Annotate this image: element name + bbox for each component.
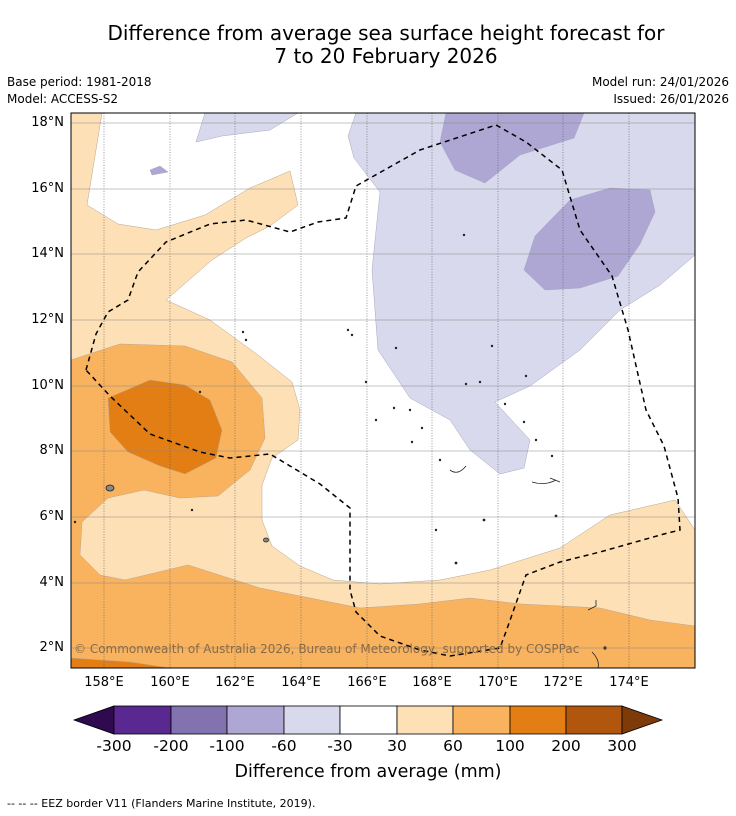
lon-label-172e: 172°E xyxy=(543,675,583,690)
lon-label-174e: 174°E xyxy=(609,675,649,690)
model-name: Model: ACCESS-S2 xyxy=(7,92,119,106)
colorbar-bin-2 xyxy=(170,705,228,735)
colorbar-bin-1 xyxy=(113,705,172,735)
map-panel xyxy=(71,113,695,668)
lon-label-168e: 168°E xyxy=(412,675,452,690)
colorbar-bin-6 xyxy=(396,705,454,735)
colorbar-tick-60: 60 xyxy=(443,737,463,755)
contour-100-200 xyxy=(107,379,223,475)
meta-right: Model run: 24/01/2026 Issued: 26/01/2026 xyxy=(592,74,729,108)
lon-label-170e: 170°E xyxy=(478,675,518,690)
lat-label-14n: 14°N xyxy=(31,246,64,261)
contour-60-100 xyxy=(71,343,695,668)
lat-label-8n: 8°N xyxy=(39,443,65,458)
lat-label-16n: 16°N xyxy=(31,181,64,196)
lon-label-158e: 158°E xyxy=(84,675,124,690)
colorbar-arrow-low xyxy=(72,705,115,735)
colorbar-bin-3 xyxy=(226,705,285,735)
lat-label-4n: 4°N xyxy=(39,575,65,590)
colorbar-bin-7 xyxy=(452,705,511,735)
lon-label-164e: 164°E xyxy=(281,675,321,690)
issued-date: Issued: 26/01/2026 xyxy=(613,92,729,106)
lon-label-162e: 162°E xyxy=(215,675,255,690)
contour-neg60-100-small xyxy=(149,165,169,176)
colorbar-bin-9 xyxy=(565,705,623,735)
colorbar-bin-8 xyxy=(509,705,567,735)
colorbar-tick-neg30: -30 xyxy=(327,737,353,755)
colorbar-arrow-high xyxy=(621,705,664,735)
colorbar-tick-200: 200 xyxy=(551,737,581,755)
lat-label-6n: 6°N xyxy=(39,509,65,524)
colorbar-tick-300: 300 xyxy=(607,737,637,755)
contour-neg60-100-east xyxy=(523,187,656,291)
colorbar-tick-neg100: -100 xyxy=(209,737,245,755)
colorbar-title: Difference from average (mm) xyxy=(234,762,502,782)
base-period: Base period: 1981-2018 xyxy=(7,75,152,89)
colorbar-tick-neg200: -200 xyxy=(153,737,189,755)
lon-label-166e: 166°E xyxy=(347,675,387,690)
colorbar-tick-30: 30 xyxy=(387,737,407,755)
eez-footnote: -- -- -- EEZ border V11 (Flanders Marine… xyxy=(7,797,316,810)
model-run: Model run: 24/01/2026 xyxy=(591,75,729,89)
lat-label-18n: 18°N xyxy=(31,115,64,130)
lat-label-12n: 12°N xyxy=(31,312,64,327)
contour-100-200-south xyxy=(71,657,171,668)
contour-neg60-100-north xyxy=(439,113,585,184)
meta-left: Base period: 1981-2018 Model: ACCESS-S2 xyxy=(7,74,152,108)
colorbar xyxy=(72,705,664,735)
copyright-notice: © Commonwealth of Australia 2026, Bureau… xyxy=(74,642,580,656)
colorbar-tick-neg60: -60 xyxy=(271,737,297,755)
title-line-2: 7 to 20 February 2026 xyxy=(274,44,498,68)
colorbar-tick-neg300: -300 xyxy=(96,737,132,755)
islands xyxy=(73,233,607,668)
lat-label-2n: 2°N xyxy=(39,640,65,655)
map-frame xyxy=(70,112,696,669)
lat-gridlines xyxy=(71,122,695,649)
contour-30-60-north xyxy=(71,113,695,668)
eez-border xyxy=(85,124,681,657)
colorbar-bin-5 xyxy=(339,705,398,735)
colorbar-tick-100: 100 xyxy=(495,737,525,755)
map-title: Difference from average sea surface heig… xyxy=(0,22,736,68)
colorbar-bin-4 xyxy=(283,705,341,735)
title-line-1: Difference from average sea surface heig… xyxy=(107,21,665,45)
lat-label-10n: 10°N xyxy=(31,378,64,393)
lon-label-160e: 160°E xyxy=(150,675,190,690)
